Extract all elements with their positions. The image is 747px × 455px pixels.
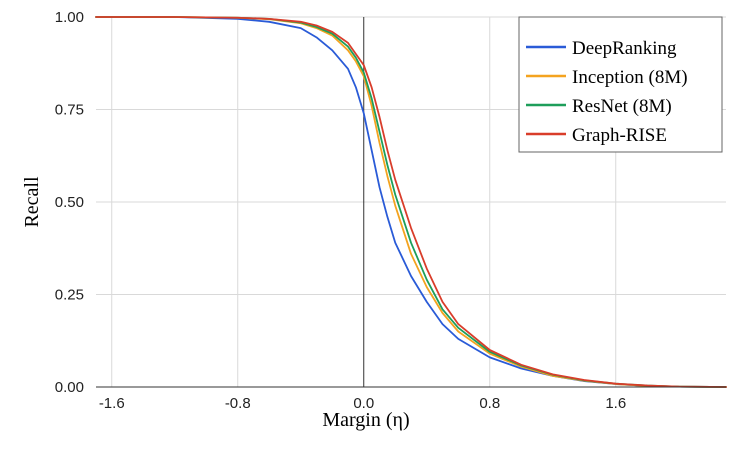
x-tick-label: -1.6 <box>99 395 125 412</box>
legend-label: ResNet (8M) <box>572 96 672 117</box>
legend: DeepRanking Inception (8M) ResNet (8M) Grap… <box>518 16 723 153</box>
y-tick-label: 1.00 <box>55 9 84 26</box>
y-tick-label: 0.50 <box>55 194 84 211</box>
x-tick-label: 1.6 <box>605 395 626 412</box>
y-tick-label: 0.75 <box>55 102 84 119</box>
x-axis-title: Margin (η) <box>322 409 409 431</box>
tick-labels: 0.00 0.25 0.50 0.75 1.00 -1.6 -0.8 0.0 0.8 1.6 <box>55 9 626 412</box>
y-tick-label: 0.00 <box>55 379 84 396</box>
legend-label: DeepRanking <box>572 38 677 59</box>
series-lines <box>95 16 727 388</box>
x-tick-label: 0.0 <box>353 395 374 412</box>
legend-label: Graph-RISE <box>572 125 667 146</box>
legend-box <box>518 16 723 153</box>
x-tick-label: 0.8 <box>479 395 500 412</box>
y-axis-title: Recall <box>21 176 43 228</box>
series-line-graph-rise <box>95 16 727 388</box>
y-tick-label: 0.25 <box>55 287 84 304</box>
x-tick-label: -0.8 <box>225 395 251 412</box>
legend-label: Inception (8M) <box>572 67 688 88</box>
